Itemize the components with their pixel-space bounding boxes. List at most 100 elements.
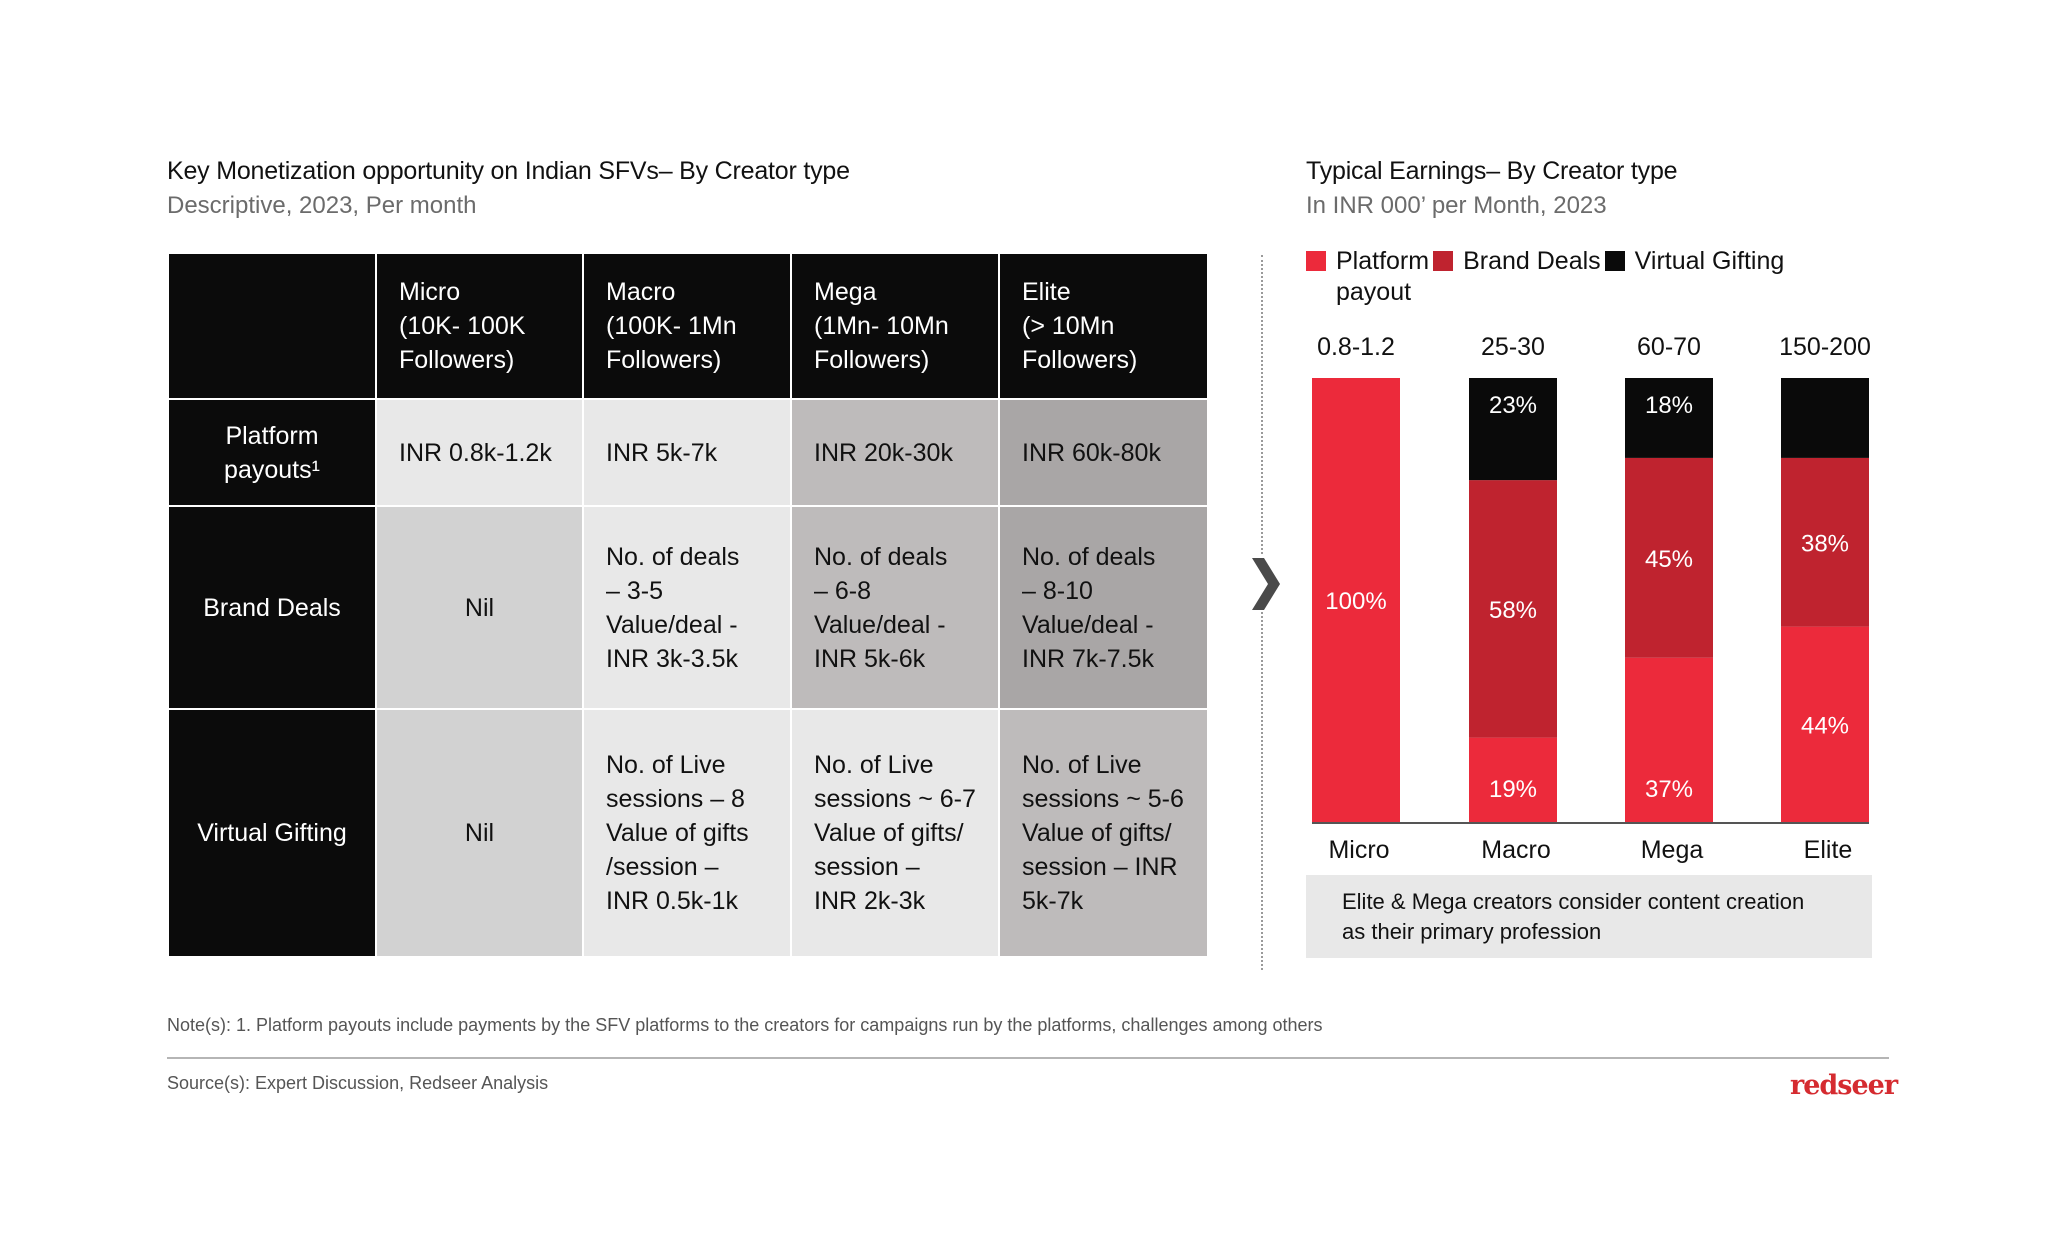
cell-line: INR 20k-30k [814,438,953,467]
monetization-table: Micro (10K- 100K Followers) Macro (100K-… [167,252,1209,958]
cell-line: No. of deals [606,542,740,571]
data-label: 19% [1489,776,1537,803]
column-header-micro: Micro (10K- 100K Followers) [375,252,584,400]
callout-box: Elite & Mega creators consider content c… [1306,875,1872,958]
table-cell: INR 5k-7k [582,398,792,507]
cell-line: INR 0.8k-1.2k [399,438,552,467]
row-header-brand-deals: Brand Deals [167,505,377,710]
legend-label: Brand Deals [1463,247,1601,275]
category-label: Micro [1328,836,1389,864]
legend-swatch [1604,251,1625,271]
legend-label-line: Platform [1336,247,1430,275]
cell-line: INR 3k-3.5k [606,644,738,673]
header-line: Mega [814,278,877,306]
cell-line: INR 2k-3k [814,887,926,915]
cell-line: No. of Live [606,751,726,779]
table-row-brand-deals: Brand Deals Nil No. of deals – 3-5 Value… [167,505,1209,710]
table-cell: INR 20k-30k [790,398,1000,507]
legend-item-virtual-gifting: Virtual Gifting [1604,246,1785,277]
row-header-line: Virtual Gifting [197,819,347,847]
table-cell: Nil [375,708,584,958]
cell-line: Nil [464,819,495,847]
row-header-line: payouts¹ [224,455,320,484]
bar-segment-elite-virtual-gifting [1781,378,1869,458]
category-label: Macro [1481,836,1550,864]
table-row-platform-payouts: Platform payouts¹ INR 0.8k-1.2k INR 5k-7… [167,398,1209,507]
cell-line: Value/deal - [606,610,738,639]
bar-segment-elite-platform-payout [1781,626,1869,822]
total-label: 150-200 [1779,333,1871,361]
cell-line: Nil [464,593,495,622]
cell-line: – 8-10 [1022,576,1093,605]
legend-item-platform-payout: Platform payout [1306,246,1429,308]
total-label: 60-70 [1637,333,1701,361]
source-text: Source(s): Expert Discussion, Redseer An… [167,1073,549,1093]
table-cell: Nil [375,505,584,710]
header-line: Followers) [814,346,930,374]
header-line: Followers) [606,346,722,374]
cell-line: session – INR [1022,853,1178,881]
cell-line: Value/deal - [1022,610,1154,639]
header-line: (1Mn- 10Mn [814,312,949,340]
stacked-bar-chart: 100% 0.8-1.2 Micro 19% 58% 23% 25-30 Macro 37% 45… [1312,333,1871,864]
data-label: 37% [1645,776,1693,803]
column-header-macro: Macro (100K- 1Mn Followers) [582,252,792,400]
chart-subtitle: In INR 000’ per Month, 2023 [1306,192,1607,219]
column-header-elite: Elite (> 10Mn Followers) [998,252,1209,400]
row-header-virtual-gifting: Virtual Gifting [167,708,377,958]
data-label: 44% [1801,712,1849,739]
bar-segment-elite-brand-deals [1781,457,1869,627]
header-empty-cell [167,252,377,400]
footer-divider [167,1057,1889,1059]
legend-label-line: payout [1336,278,1412,306]
cell-line: INR 0.5k-1k [606,887,738,915]
legend-swatch [1433,251,1454,271]
table-cell: INR 60k-80k [998,398,1209,507]
cell-line: session – [814,853,920,881]
cell-line: Value of gifts/ [1022,819,1172,847]
table-cell: No. of Live sessions – 8 Value of gifts … [582,708,792,958]
table-cell: No. of deals – 6-8 Value/deal - INR 5k-6… [790,505,1000,710]
header-line: (10K- 100K [399,312,526,340]
cell-line: No. of Live [1022,751,1142,779]
header-line: (100K- 1Mn [606,312,737,340]
table-cell: No. of Live sessions ~ 5-6 Value of gift… [998,708,1209,958]
category-label: Elite [1804,836,1853,864]
table-cell: No. of deals – 8-10 Value/deal - INR 7k-… [998,505,1209,710]
cell-line: INR 60k-80k [1022,438,1161,467]
legend-label: Platform payout [1336,246,1429,308]
legend-label: Virtual Gifting [1634,247,1785,275]
header-line: Micro [399,278,461,306]
row-header-line: Brand Deals [203,593,341,622]
bar-segment-micro-platform-payout [1312,378,1400,822]
cell-line: No. of Live [814,751,934,779]
bar-segment-macro-brand-deals [1469,480,1557,738]
legend-swatch [1306,251,1326,271]
cell-line: – 3-5 [606,576,663,605]
cell-line: No. of deals [814,542,948,571]
cell-line: Value of gifts/ [814,819,964,847]
table-row-virtual-gifting: Virtual Gifting Nil No. of Live sessions… [167,708,1209,958]
panel-divider [1261,255,1263,970]
data-label: 23% [1489,392,1537,419]
bar-segment-mega-virtual-gifting [1625,378,1713,458]
cell-line: 5k-7k [1022,887,1084,915]
cell-line: Value/deal - [814,610,946,639]
callout-text-line: Elite & Mega creators consider content c… [1342,889,1805,914]
redseer-logo: redseer [1790,1070,1898,1101]
cell-line: – 6-8 [814,576,871,605]
legend-item-brand-deals: Brand Deals [1433,246,1601,277]
table-cell: INR 0.8k-1.2k [375,398,584,507]
table-subtitle: Descriptive, 2023, Per month [167,192,477,219]
header-line: Followers) [1022,346,1138,374]
header-line: Elite [1022,278,1071,306]
header-line: Macro [606,278,676,306]
table-cell: No. of Live sessions ~ 6-7 Value of gift… [790,708,1000,958]
row-header-platform-payouts: Platform payouts¹ [167,398,377,507]
callout-text-line: as their primary profession [1342,919,1602,944]
cell-line: sessions ~ 5-6 [1022,785,1184,813]
table-title: Key Monetization opportunity on Indian S… [167,157,850,185]
chart-legend: Platform payout Brand Deals Virtual Gift… [1306,246,1788,308]
chevron-right-icon [1248,556,1282,612]
cell-line: No. of deals [1022,542,1156,571]
